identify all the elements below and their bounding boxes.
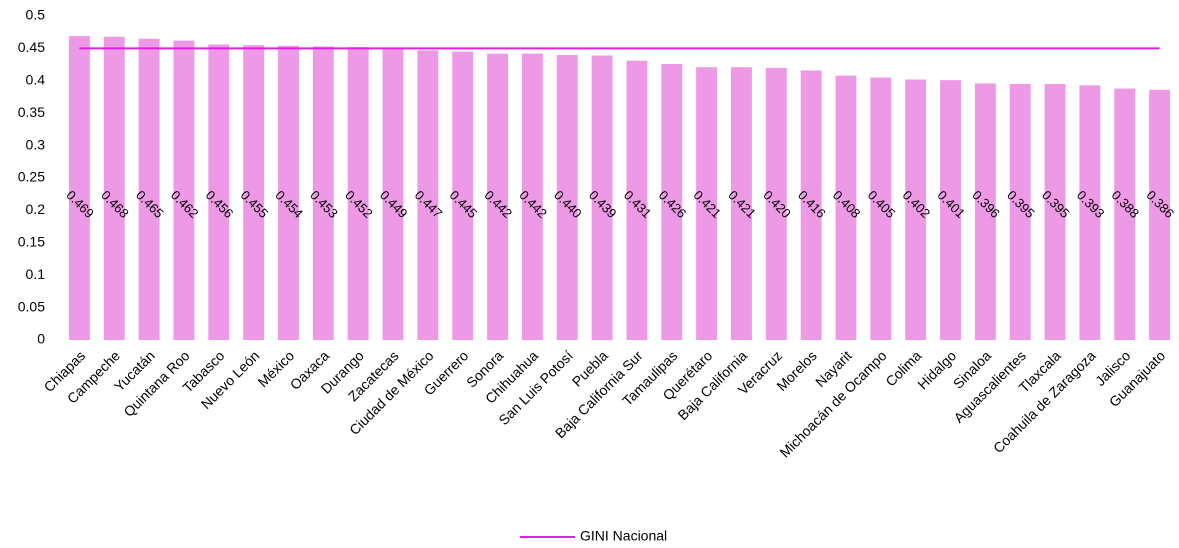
bar <box>312 46 334 341</box>
legend-label: GINI Nacional <box>580 528 667 544</box>
bar <box>417 50 439 341</box>
bar <box>1009 84 1031 340</box>
bar <box>382 49 404 340</box>
y-tick-label: 0.3 <box>26 136 46 152</box>
bar <box>1149 89 1171 340</box>
bar <box>138 38 160 341</box>
bar <box>661 63 683 341</box>
y-tick-label: 0.15 <box>18 234 45 250</box>
y-tick-label: 0.25 <box>18 169 45 185</box>
y-tick-label: 0.1 <box>26 266 46 282</box>
bar <box>1079 85 1101 340</box>
bar <box>626 60 648 340</box>
bar <box>347 47 369 340</box>
x-tick-label: Hidalgo <box>914 347 959 392</box>
y-tick-label: 0.2 <box>26 201 46 217</box>
bar <box>591 55 613 340</box>
bar <box>974 83 996 340</box>
y-tick-label: 0.4 <box>26 72 46 88</box>
bar <box>243 45 265 340</box>
y-tick-label: 0.35 <box>18 104 45 120</box>
y-tick-label: 0 <box>37 331 45 347</box>
bar <box>905 79 927 340</box>
bar <box>278 45 299 341</box>
bar <box>765 67 787 340</box>
bar <box>173 40 195 341</box>
y-tick-label: 0.05 <box>18 298 45 314</box>
y-tick-label: 0.45 <box>18 39 45 55</box>
bar <box>103 36 125 341</box>
bar <box>487 53 508 341</box>
bar <box>1044 84 1066 340</box>
bar <box>556 54 578 340</box>
bar <box>452 51 474 340</box>
y-tick-label: 0.5 <box>26 7 46 23</box>
bar <box>68 36 90 340</box>
bar <box>208 44 230 341</box>
bar <box>835 75 857 340</box>
bar <box>940 80 961 340</box>
bar <box>800 70 822 340</box>
bar <box>870 77 892 340</box>
bar <box>521 53 543 341</box>
bar <box>1114 88 1136 341</box>
bar <box>731 67 752 340</box>
bar <box>696 67 718 340</box>
